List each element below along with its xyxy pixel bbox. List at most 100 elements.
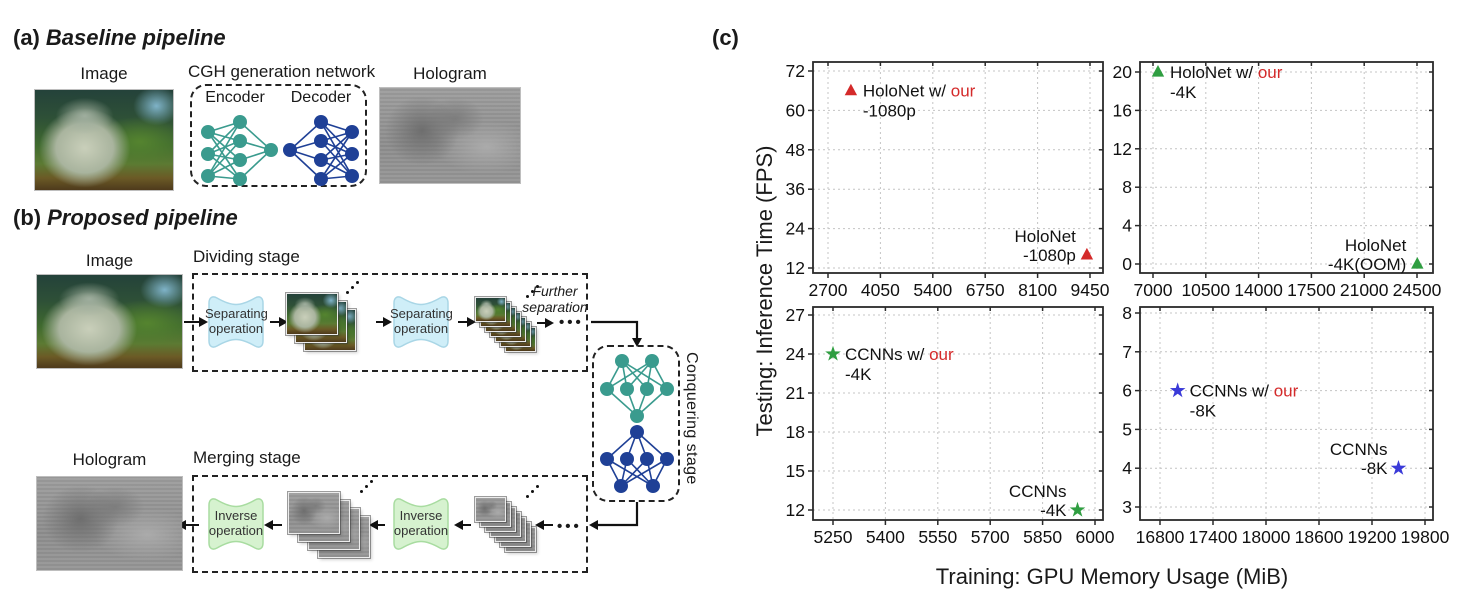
y-tick-label: 7 <box>1122 342 1132 362</box>
image-label-a: Image <box>80 64 128 83</box>
inverse-operation-label: Inverse operation <box>393 508 449 538</box>
separating-operation-label: Separating operation <box>205 306 268 336</box>
network-node <box>201 125 215 139</box>
y-tick-label: 15 <box>786 461 805 481</box>
point-label-line1: CCNNs w/ our <box>1190 382 1299 401</box>
x-tick-label: 8100 <box>1018 280 1057 300</box>
network-node <box>645 354 659 368</box>
bowtie-shape <box>208 296 264 348</box>
x-tick-label: 18600 <box>1295 527 1344 547</box>
network-edge <box>239 149 272 180</box>
y-tick-label: 18 <box>786 422 805 442</box>
network-edge <box>620 458 668 487</box>
point-label-line1: HoloNet <box>1014 227 1076 246</box>
point-label-line2: -4K(OOM) <box>1328 255 1406 274</box>
separating-operation-2: Separating operation <box>390 291 453 353</box>
point-label-line1: CCNNs <box>1330 440 1388 459</box>
point-label-line2: -4K <box>1040 501 1067 520</box>
y-tick-label: 4 <box>1122 216 1132 236</box>
image-stack-layer <box>475 297 506 322</box>
network-node <box>646 479 660 493</box>
scatter-plot-top-left: 2700 4050 5400 6750 8100 9450 12 24 36 48 60 72 Holo… <box>786 61 1110 300</box>
network-node <box>620 382 634 396</box>
x-tick-label: 2700 <box>809 280 848 300</box>
y-tick-label: 20 <box>1113 62 1133 82</box>
hologram-image-a <box>380 88 520 183</box>
flow-arrow <box>537 317 554 329</box>
y-tick-label: 6 <box>1122 381 1132 401</box>
triangle-marker <box>1411 257 1424 269</box>
point-label-line2: -4K <box>845 365 872 384</box>
panel-b-title-text: Proposed pipeline <box>47 205 238 230</box>
merging-stage-label: Merging stage <box>193 448 301 467</box>
scatter-plot-top-right: 7000 10500 14000 17500 21000 24500 0 4 8 12 16 20 Ho… <box>1113 61 1442 300</box>
network-node <box>660 382 674 396</box>
x-tick-label: 14000 <box>1234 280 1283 300</box>
x-tick-label: 5550 <box>918 527 957 547</box>
dividing-stage-label: Dividing stage <box>193 247 300 266</box>
y-tick-label: 8 <box>1122 177 1132 197</box>
network-node <box>314 134 328 148</box>
x-tick-label: 19200 <box>1348 527 1397 547</box>
network-node <box>201 147 215 161</box>
network-node <box>233 115 247 129</box>
point-label-line2: -4K <box>1170 83 1197 102</box>
flow-arrow <box>535 519 553 531</box>
flow-arrow <box>184 316 208 328</box>
plot-border <box>1139 306 1434 521</box>
cgh-network-box <box>190 84 367 187</box>
star-marker <box>1169 382 1186 398</box>
network-node <box>345 125 359 139</box>
stack-continuation-dots <box>526 495 529 498</box>
network-edge <box>320 121 353 177</box>
point-label-line1: HoloNet w/ our <box>863 82 976 101</box>
y-tick-label: 24 <box>786 344 806 364</box>
network-node <box>264 143 278 157</box>
y-tick-label: 12 <box>786 258 805 278</box>
network-node <box>615 354 629 368</box>
x-tick-label: 9450 <box>1071 280 1110 300</box>
x-tick-label: 5400 <box>866 527 905 547</box>
y-tick-label: 12 <box>786 500 805 520</box>
x-tick-label: 19800 <box>1401 527 1450 547</box>
panel-a-title: (a) Baseline pipeline <box>13 25 226 51</box>
panel-a-title-text: Baseline pipeline <box>45 25 226 50</box>
bowtie-shape <box>393 498 449 550</box>
flow-arrow <box>264 519 282 531</box>
flow-arrow <box>376 316 392 328</box>
y-tick-label: 48 <box>786 140 805 160</box>
x-tick-label: 7000 <box>1134 280 1173 300</box>
y-tick-label: 16 <box>1113 100 1132 120</box>
separating-operation-1: Separating operation <box>205 291 268 353</box>
network-edge <box>207 140 241 177</box>
stack-continuation-dots <box>526 295 529 298</box>
x-tick-label: 4050 <box>861 280 900 300</box>
point-label-line1: HoloNet w/ our <box>1170 63 1283 82</box>
hologram-image-b <box>37 477 182 570</box>
y-tick-label: 60 <box>786 100 806 120</box>
x-tick-label: 24500 <box>1393 280 1442 300</box>
network-node <box>640 452 654 466</box>
network-edge <box>289 149 322 180</box>
bowtie-shape <box>208 498 264 550</box>
flow-arrow <box>270 316 288 328</box>
network-node <box>233 153 247 167</box>
conquering-network <box>600 354 674 493</box>
point-label-line1: CCNNs w/ our <box>845 345 954 364</box>
hologram-label-a: Hologram <box>413 64 487 83</box>
triangle-marker <box>1151 65 1165 77</box>
network-edge <box>320 131 353 180</box>
network-node <box>233 134 247 148</box>
hologram-label-b: Hologram <box>72 450 147 469</box>
network-edge <box>207 131 241 161</box>
cgh-network-label: CGH generation network <box>188 62 376 81</box>
y-tick-label: 27 <box>786 305 805 325</box>
conquering-stage-box <box>592 345 680 502</box>
plot-border <box>812 61 1104 274</box>
x-tick-label: 17400 <box>1189 527 1238 547</box>
scatter-plot-bottom-left: 5250 5400 5550 5700 5850 6000 12 15 18 21 24 27 CCNN… <box>786 305 1115 547</box>
source-image-a <box>35 90 173 190</box>
y-tick-label: 72 <box>786 61 805 81</box>
image-label-b: Image <box>85 251 134 270</box>
